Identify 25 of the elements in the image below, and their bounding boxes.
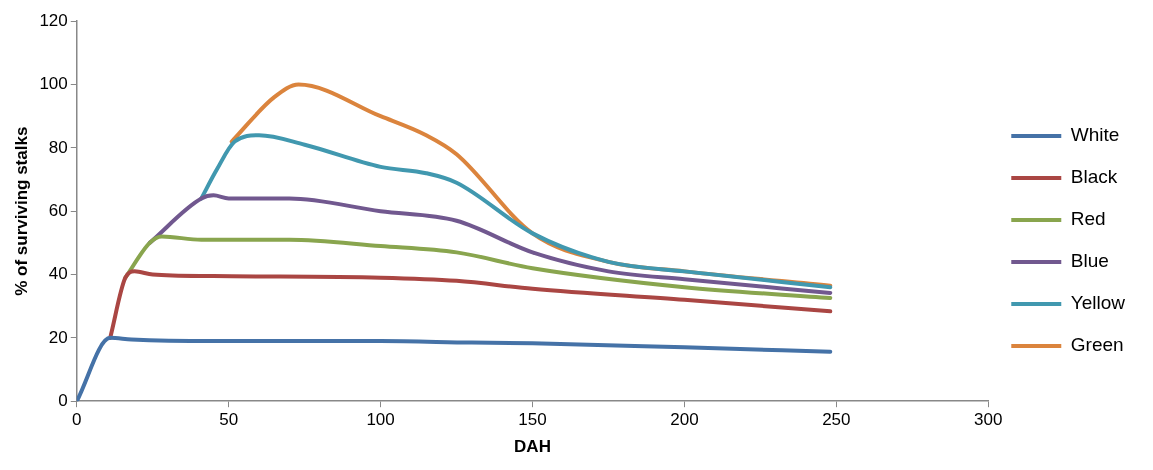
- y-tick-label: 120: [39, 10, 68, 30]
- x-tick-label: 50: [219, 410, 239, 430]
- legend-label: Blue: [1070, 250, 1109, 272]
- y-axis-title: % of surviving stalks: [11, 126, 31, 296]
- legend-label: Black: [1070, 166, 1118, 188]
- y-tick-label: 100: [39, 74, 68, 94]
- legend-label: Green: [1070, 334, 1124, 356]
- x-tick-label: 0: [72, 410, 82, 430]
- x-tick-label: 250: [822, 410, 851, 430]
- x-tick-label: 300: [974, 410, 1003, 430]
- y-tick-label: 40: [48, 264, 68, 284]
- x-axis-title: DAH: [514, 437, 551, 457]
- y-tick-label: 60: [48, 200, 68, 220]
- y-tick-label: 0: [58, 390, 68, 410]
- line-series: [147, 193, 833, 295]
- legend-label: White: [1070, 124, 1120, 146]
- legend-label: Red: [1070, 208, 1106, 230]
- x-tick-label: 100: [366, 410, 395, 430]
- legend-label: Yellow: [1070, 292, 1126, 314]
- line-series: [76, 335, 833, 402]
- y-tick-label: 20: [48, 327, 68, 347]
- x-tick-label: 200: [670, 410, 699, 430]
- line-series: [199, 133, 833, 290]
- y-tick-label: 80: [48, 137, 68, 157]
- x-tick-label: 150: [518, 410, 547, 430]
